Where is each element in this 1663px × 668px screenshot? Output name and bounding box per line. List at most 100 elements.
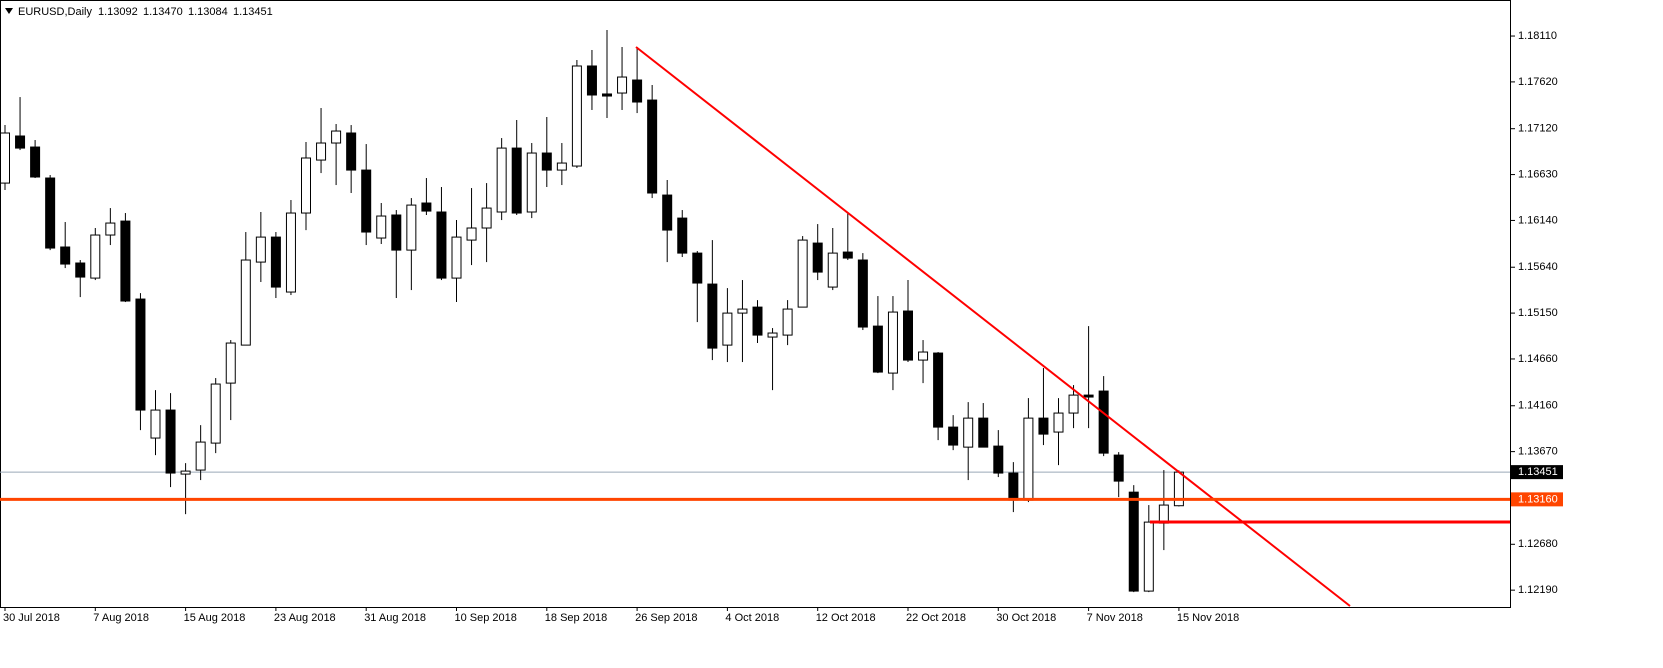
candle-body (285, 212, 296, 293)
x-tick-label: 7 Aug 2018 (93, 612, 149, 624)
candle-body (903, 310, 913, 361)
x-tick-label: 30 Oct 2018 (996, 612, 1056, 624)
header-open: 1.13092 (98, 6, 138, 18)
candle-body (602, 93, 612, 97)
candle-body (767, 332, 778, 338)
candle-body (797, 239, 808, 308)
candle-body (526, 152, 537, 213)
menu-arrow[interactable] (5, 8, 13, 14)
candle-body (90, 234, 101, 279)
y-tick-label: 1.14160 (1518, 400, 1558, 412)
candle-body (240, 259, 251, 346)
symbol: EURUSD,Daily (18, 6, 92, 18)
y-tick-label: 1.12190 (1518, 584, 1558, 596)
candle-body (692, 252, 703, 284)
candle-body (436, 211, 447, 279)
candle-body (1038, 417, 1049, 435)
header-low: 1.13084 (188, 6, 228, 18)
candle-body (812, 242, 823, 273)
candle-body (255, 236, 266, 263)
candle-body (120, 220, 131, 302)
y-tick-label: 1.15640 (1518, 261, 1558, 273)
candle-body (632, 79, 643, 103)
candle-body (361, 169, 372, 233)
x-tick-label: 15 Aug 2018 (184, 612, 246, 624)
candle-body (1158, 504, 1169, 524)
candle-body (857, 259, 868, 328)
candle-body (150, 409, 161, 439)
x-tick-label: 12 Oct 2018 (816, 612, 876, 624)
candle-body (647, 99, 658, 194)
candle-body (195, 441, 206, 471)
candle-body (511, 147, 522, 214)
candle-body (1053, 412, 1064, 433)
y-tick-label: 1.15150 (1518, 307, 1558, 319)
x-tick-label: 30 Jul 2018 (3, 612, 60, 624)
candle-body (782, 308, 793, 336)
candle-body (210, 383, 221, 444)
candle-body (105, 222, 116, 236)
x-tick-label: 23 Aug 2018 (274, 612, 336, 624)
candle-body (376, 215, 387, 239)
candle-body (887, 311, 898, 374)
candle-body (331, 130, 342, 144)
candle-body (346, 132, 357, 171)
header-high: 1.13470 (143, 6, 183, 18)
candle-body (301, 157, 311, 214)
y-tick-label: 1.14660 (1518, 353, 1558, 365)
candle-body (662, 194, 673, 231)
candle-body (481, 207, 492, 229)
candle-body (993, 445, 1004, 474)
x-tick-label: 15 Nov 2018 (1177, 612, 1239, 624)
candle-body (165, 409, 176, 474)
candle-body (1128, 491, 1139, 592)
x-tick-label: 18 Sep 2018 (545, 612, 607, 624)
candle-body (918, 351, 929, 361)
y-tick-label: 1.16140 (1518, 214, 1558, 226)
candle-body (556, 162, 567, 171)
candle-body (978, 417, 989, 448)
candle-body (421, 202, 432, 212)
candle-body (75, 262, 86, 278)
x-tick-label: 10 Sep 2018 (455, 612, 517, 624)
candle-body (1098, 390, 1109, 454)
candle-body (225, 342, 236, 384)
candle-body (1008, 472, 1019, 501)
horizontal-line-label: 1.13160 (1518, 493, 1558, 505)
x-tick-label: 4 Oct 2018 (725, 612, 779, 624)
candle-body (617, 76, 628, 94)
candle-body (1068, 394, 1079, 414)
header-close: 1.13451 (233, 6, 273, 18)
candle-body (1083, 394, 1094, 398)
y-tick-label: 1.17120 (1518, 123, 1558, 135)
candle-body (1113, 454, 1124, 482)
x-tick-label: 7 Nov 2018 (1087, 612, 1143, 624)
plot-frame (0, 0, 1511, 608)
x-tick-label: 31 Aug 2018 (364, 612, 426, 624)
candle-body (933, 352, 944, 428)
current-price-box (1511, 465, 1563, 480)
candle-body (541, 152, 552, 171)
candle-body (30, 146, 41, 178)
y-tick-label: 1.12680 (1518, 538, 1558, 550)
trend-line[interactable] (635, 46, 1351, 607)
y-tick-label: 1.16630 (1518, 168, 1558, 180)
candle-body (45, 177, 56, 249)
candle-body (496, 147, 507, 213)
candle-body (737, 308, 748, 314)
candle-body (842, 251, 853, 259)
candle-body (0, 132, 10, 184)
x-tick-label: 26 Sep 2018 (635, 612, 697, 624)
candle-body (391, 214, 402, 251)
candle-body (316, 142, 327, 161)
candle-body (406, 204, 417, 251)
candle-body (180, 470, 191, 475)
horizontal-line-box (1511, 492, 1563, 507)
candle-body (135, 298, 146, 411)
candle-body (827, 252, 838, 288)
candle-body (872, 325, 883, 373)
candle-body (466, 227, 477, 241)
y-tick-label: 1.17620 (1518, 76, 1558, 88)
candle-body (963, 417, 974, 448)
